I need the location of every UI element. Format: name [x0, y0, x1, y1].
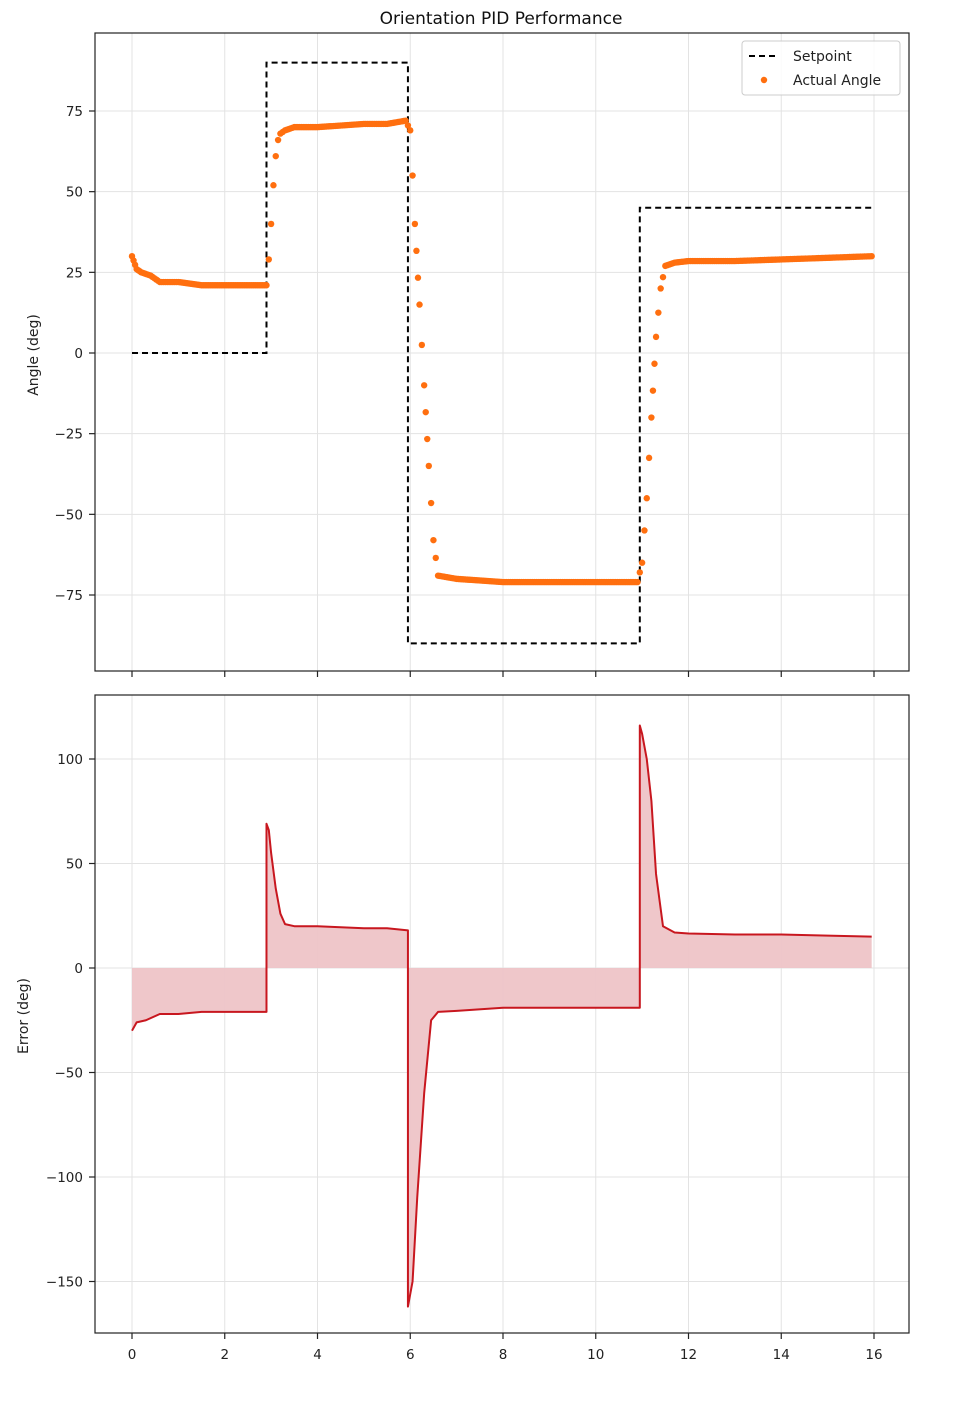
chart-title: Orientation PID Performance	[380, 9, 623, 29]
actual-angle-point	[418, 341, 426, 349]
x-tick-label: 12	[680, 1347, 697, 1363]
actual-angle-point	[422, 408, 429, 416]
actual-angle-point	[659, 273, 667, 281]
error-axes: 0 2 4 6 8 10 12 14 16 −150 −100 −50 0 50 100 Error (de…	[16, 694, 910, 1363]
actual-angle-point	[414, 274, 422, 281]
actual-angle-point	[409, 172, 416, 179]
actual-angle-point	[652, 333, 660, 341]
y-tick-label: 0	[74, 961, 83, 977]
actual-angle-point	[430, 536, 437, 544]
actual-angle-point	[648, 414, 655, 421]
error-plot-area	[95, 695, 909, 1333]
y-tick-label: −50	[55, 507, 84, 523]
y-tick-label: −150	[46, 1275, 83, 1291]
actual-angle-point	[645, 454, 653, 462]
actual-angle-dots	[128, 117, 875, 586]
error-y-axis-label: Error (deg)	[16, 978, 32, 1054]
actual-angle-point	[638, 559, 646, 566]
legend-box	[741, 40, 901, 96]
angle-ticks: −75 −50 −25 0 25 50 75	[55, 104, 875, 677]
actual-angle-point	[868, 252, 875, 260]
actual-angle-point	[657, 285, 664, 292]
y-tick-label: −25	[55, 427, 84, 443]
actual-angle-point	[272, 152, 279, 160]
y-tick-label: −100	[46, 1170, 83, 1186]
actual-angle-point	[641, 527, 648, 534]
error-series	[131, 724, 872, 1308]
angle-axes: −75 −50 −25 0 25 50 75 Angle (deg) Setpoint Ac…	[26, 32, 910, 677]
actual-angle-point	[420, 382, 428, 389]
actual-angle-point	[636, 569, 644, 576]
angle-gridlines	[95, 33, 909, 671]
actual-angle-point	[416, 301, 423, 308]
actual-angle-point	[402, 117, 409, 124]
error-axes-frame	[94, 694, 910, 1334]
y-tick-label: 50	[66, 857, 83, 873]
x-tick-label: 16	[865, 1347, 882, 1363]
error-ticks: 0 2 4 6 8 10 12 14 16 −150 −100 −50 0 50 100	[46, 752, 883, 1363]
x-tick-label: 4	[313, 1347, 322, 1363]
x-tick-label: 6	[406, 1347, 415, 1363]
x-tick-label: 8	[499, 1347, 508, 1363]
legend-setpoint-label: Setpoint	[793, 49, 852, 65]
actual-angle-point	[427, 499, 435, 507]
angle-axes-frame	[94, 32, 910, 672]
angle-series	[128, 61, 875, 645]
actual-angle-point	[274, 136, 282, 144]
y-tick-label: 0	[74, 346, 83, 362]
legend-actual-label: Actual Angle	[793, 73, 881, 89]
actual-angle-point	[432, 554, 439, 562]
y-tick-label: 25	[66, 265, 83, 281]
actual-angle-point	[413, 247, 420, 255]
actual-angle-point	[411, 220, 419, 228]
actual-angle-point	[643, 495, 650, 502]
actual-angle-point	[263, 282, 270, 289]
legend-actual-dot-icon	[760, 76, 768, 84]
angle-y-axis-label: Angle (deg)	[26, 314, 42, 396]
legend: Setpoint Actual Angle	[741, 40, 901, 96]
actual-angle-point	[270, 182, 277, 189]
x-tick-label: 2	[220, 1347, 229, 1363]
actual-angle-point	[407, 127, 414, 134]
x-tick-label: 14	[773, 1347, 790, 1363]
actual-angle-point	[265, 256, 273, 263]
y-tick-label: −75	[55, 588, 84, 604]
x-tick-label: 10	[587, 1347, 604, 1363]
y-tick-label: 50	[66, 185, 83, 201]
x-tick-label: 0	[128, 1347, 137, 1363]
actual-angle-point	[267, 220, 275, 228]
actual-angle-point	[404, 122, 412, 129]
actual-angle-point	[649, 387, 657, 394]
setpoint-line	[132, 61, 872, 645]
actual-angle-point	[651, 360, 658, 367]
actual-angle-point	[655, 309, 662, 316]
y-tick-label: 100	[57, 752, 83, 768]
y-tick-label: −50	[55, 1066, 84, 1082]
angle-plot-area	[95, 33, 909, 671]
actual-angle-point	[425, 462, 432, 470]
actual-angle-point	[424, 435, 431, 443]
y-tick-label: 75	[66, 104, 83, 120]
actual-angle-point	[634, 578, 641, 586]
error-line	[131, 724, 872, 1308]
